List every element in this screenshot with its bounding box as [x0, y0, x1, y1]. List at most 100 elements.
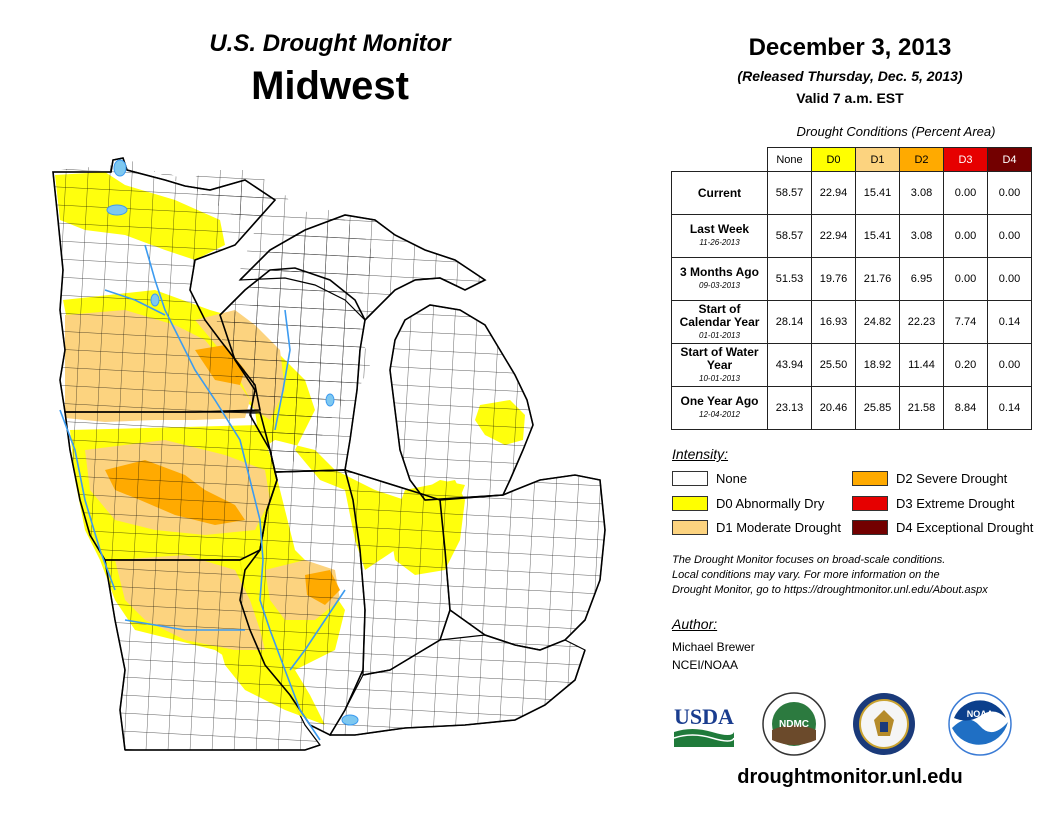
- table-row: Current 58.57 22.94 15.41 3.08 0.00 0.00: [671, 171, 1032, 215]
- table-cell: 0.00: [943, 171, 988, 215]
- table-cell: 16.93: [811, 300, 856, 344]
- table-cell: 21.76: [855, 257, 900, 301]
- legend-label: D1 Moderate Drought: [716, 520, 842, 535]
- row-label: 3 Months Ago 09-03-2013: [671, 257, 768, 301]
- table-cell: 11.44: [899, 343, 944, 387]
- table-cell: 0.00: [987, 257, 1032, 301]
- legend-label: None: [716, 471, 748, 486]
- legend-item-none: None: [672, 471, 747, 486]
- col-header-d3: D3: [943, 147, 988, 172]
- table-cell: 22.94: [811, 171, 856, 215]
- row-label-text: Start of Water Year: [680, 344, 759, 372]
- table-cell: 0.00: [987, 171, 1032, 215]
- table-row: Start of Calendar Year 01-01-2013 28.14 16.…: [671, 300, 1032, 344]
- row-label-text: Start of Calendar Year: [679, 301, 760, 329]
- row-label-text: Current: [697, 185, 742, 200]
- col-header-d2: D2: [899, 147, 944, 172]
- table-cell: 15.41: [855, 214, 900, 258]
- legend-swatch: [852, 496, 888, 511]
- commerce-seal-logo: [852, 692, 916, 756]
- table-cell: 15.41: [855, 171, 900, 215]
- drought-conditions-table: None D0 D1 D2 D3 D4 Current 58.57 22.94 15.…: [671, 147, 1032, 430]
- table-cell: 0.14: [987, 386, 1032, 430]
- rivers: [59, 244, 346, 741]
- table-cell: 0.20: [943, 343, 988, 387]
- row-label-text: 3 Months Ago: [680, 265, 759, 279]
- table-row: One Year Ago 12-04-2012 23.13 20.46 25.85 21.…: [671, 386, 1032, 430]
- note-line: Local conditions may vary. For more info…: [672, 569, 940, 581]
- table-cell: 43.94: [767, 343, 812, 387]
- county-lines: [53, 158, 605, 750]
- ndmc-logo: NDMC: [762, 692, 826, 756]
- legend-swatch: [852, 520, 888, 535]
- legend-label: D3 Extreme Drought: [896, 496, 1015, 511]
- row-label-text: One Year Ago: [680, 394, 759, 408]
- row-label: One Year Ago 12-04-2012: [671, 386, 768, 430]
- row-label-date: 10-01-2013: [699, 373, 740, 383]
- drought-monitor-note: The Drought Monitor focuses on broad-sca…: [672, 553, 1042, 598]
- row-label: Last Week 11-26-2013: [671, 214, 768, 258]
- table-cell: 7.74: [943, 300, 988, 344]
- valid-time: Valid 7 a.m. EST: [796, 90, 904, 106]
- col-header-d4: D4: [987, 147, 1032, 172]
- table-cell: 0.14: [987, 300, 1032, 344]
- table-cell: 0.00: [943, 214, 988, 258]
- legend-label: D4 Exceptional Drought: [896, 520, 1034, 535]
- row-label: Current: [671, 171, 768, 215]
- table-cell: 21.58: [899, 386, 944, 430]
- map-title: Midwest: [251, 64, 409, 108]
- legend-swatch: [672, 471, 708, 486]
- note-line: Drought Monitor, go to https://droughtmo…: [672, 584, 988, 596]
- legend-item-d2: D2 Severe Drought: [852, 471, 1007, 486]
- table-cell: 19.76: [811, 257, 856, 301]
- table-row: Start of Water Year 10-01-2013 43.94 25.50 1…: [671, 343, 1032, 387]
- legend-swatch: [852, 471, 888, 486]
- col-header-none: None: [767, 147, 812, 172]
- website-link[interactable]: droughtmonitor.unl.edu: [737, 766, 963, 788]
- row-label-text: Last Week: [689, 222, 750, 236]
- table-cell: 23.13: [767, 386, 812, 430]
- table-cell: 24.82: [855, 300, 900, 344]
- legend-swatch: [672, 520, 708, 535]
- row-label-date: 09-03-2013: [699, 281, 740, 290]
- row-label-date: 12-04-2012: [699, 410, 740, 419]
- author-org: NCEI/NOAA: [672, 658, 739, 672]
- ndmc-logo-text: NDMC: [779, 719, 809, 730]
- report-date: December 3, 2013: [748, 34, 952, 61]
- table-cell: 25.50: [811, 343, 856, 387]
- col-header-d0: D0: [811, 147, 856, 172]
- map-subtitle: U.S. Drought Monitor: [209, 30, 451, 57]
- table-row: 3 Months Ago 09-03-2013 51.53 19.76 21.76 6.9…: [671, 257, 1032, 301]
- usda-logo: USDA: [672, 702, 736, 748]
- legend-item-d0: D0 Abnormally Dry: [672, 496, 824, 511]
- drought-map: [52, 157, 606, 751]
- table-cell: 28.14: [767, 300, 812, 344]
- legend-swatch: [672, 496, 708, 511]
- table-cell: 6.95: [899, 257, 944, 301]
- row-label-date: 11-26-2013: [699, 238, 740, 247]
- table-cell: 3.08: [899, 214, 944, 258]
- table-cell: 3.08: [899, 171, 944, 215]
- table-cell: 58.57: [767, 214, 812, 258]
- table-cell: 22.94: [811, 214, 856, 258]
- author-title: Author:: [672, 616, 718, 632]
- noaa-logo: NOAA: [948, 692, 1012, 756]
- table-row: Last Week 11-26-2013 58.57 22.94 15.41 3.08 0.…: [671, 214, 1032, 258]
- table-cell: 18.92: [855, 343, 900, 387]
- row-label: Start of Calendar Year 01-01-2013: [671, 300, 768, 344]
- row-label-date: 01-01-2013: [699, 330, 740, 340]
- table-cell: 20.46: [811, 386, 856, 430]
- legend-label: D2 Severe Drought: [896, 471, 1008, 486]
- table-cell: 0.00: [987, 343, 1032, 387]
- release-date: (Released Thursday, Dec. 5, 2013): [737, 68, 963, 84]
- legend-item-d4: D4 Exceptional Drought: [852, 520, 1033, 535]
- table-cell: 58.57: [767, 171, 812, 215]
- author-name: Michael Brewer: [672, 640, 755, 654]
- table-cell: 8.84: [943, 386, 988, 430]
- row-label: Start of Water Year 10-01-2013: [671, 343, 768, 387]
- table-cell: 22.23: [899, 300, 944, 344]
- usda-logo-text: USDA: [674, 704, 734, 729]
- legend-item-d1: D1 Moderate Drought: [672, 520, 841, 535]
- table-cell: 0.00: [943, 257, 988, 301]
- conditions-caption: Drought Conditions (Percent Area): [796, 124, 996, 139]
